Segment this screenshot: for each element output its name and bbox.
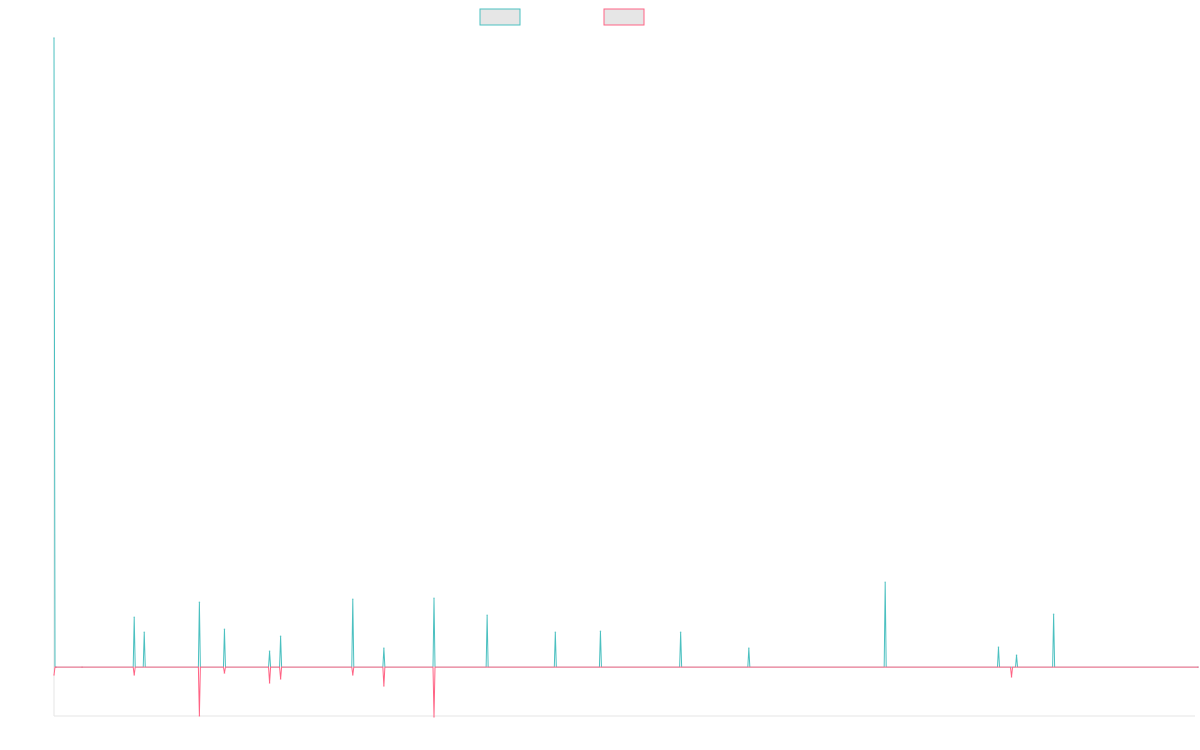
data-point (143, 631, 146, 633)
data-point (383, 647, 385, 649)
axes (53, 37, 1195, 717)
data-point (884, 581, 886, 583)
data-point (599, 630, 602, 632)
data-point (81, 666, 83, 668)
data-point (554, 631, 557, 633)
data-point (55, 666, 57, 668)
data-point (268, 650, 271, 652)
data-point (223, 628, 226, 630)
data-point (133, 674, 136, 676)
data-point (198, 715, 201, 717)
data-point (1052, 613, 1055, 615)
data-point (1197, 666, 1199, 668)
data-point (679, 631, 682, 633)
data-point (748, 647, 750, 649)
data-point (279, 678, 282, 680)
series-line-1 (53, 37, 1199, 668)
data-point (53, 674, 55, 676)
data-point (133, 616, 136, 618)
series-layer (53, 37, 1199, 718)
legend-swatch-1 (479, 8, 521, 26)
data-point (53, 37, 55, 39)
series-line-2 (53, 666, 1199, 718)
data-point (351, 598, 354, 600)
data-point (997, 646, 1000, 648)
data-point (383, 685, 385, 687)
legend-swatch-2 (603, 8, 645, 26)
data-point (223, 672, 226, 674)
data-point (279, 635, 282, 637)
data-point (433, 716, 435, 718)
data-point (1010, 676, 1013, 678)
data-point (268, 682, 271, 684)
legend (479, 8, 645, 26)
data-point (433, 597, 435, 599)
data-point (1015, 654, 1018, 656)
data-point (351, 674, 354, 676)
data-point (198, 601, 201, 603)
data-point (486, 614, 488, 616)
